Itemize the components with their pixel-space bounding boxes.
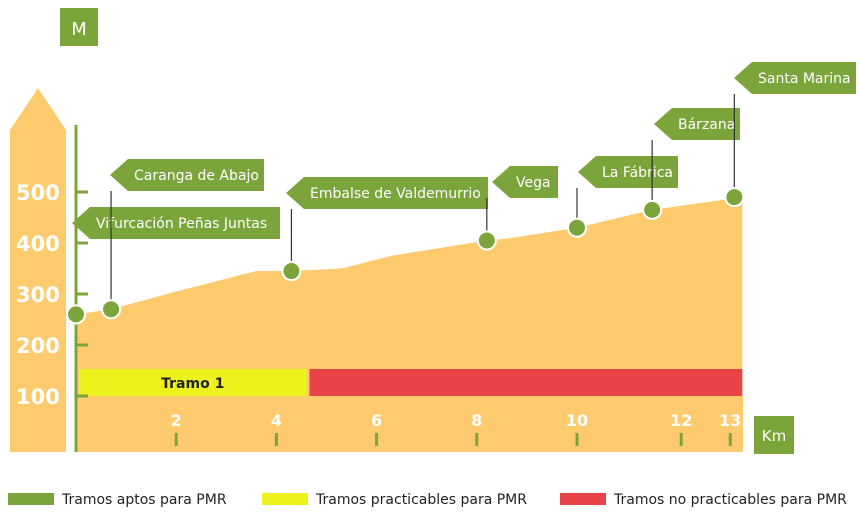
tramo-label: Tramo 1 <box>161 376 224 392</box>
callout-box <box>578 156 678 188</box>
y-unit-label: M <box>71 19 87 40</box>
y-tick-label: 100 <box>16 385 60 409</box>
x-tick-label: 4 <box>271 411 282 430</box>
waypoint-label: Caranga de Abajo <box>134 168 259 184</box>
x-tick-label: 6 <box>371 411 382 430</box>
legend-swatch <box>560 493 606 505</box>
y-unit-box <box>60 8 98 46</box>
x-unit-box <box>754 416 794 454</box>
tramo-bar <box>309 369 743 396</box>
x-tick-label: 10 <box>566 411 588 430</box>
callout-box <box>492 166 558 198</box>
waypoint-marker <box>66 304 86 325</box>
y-tick-label: 200 <box>16 334 60 358</box>
callout-box <box>72 207 280 239</box>
waypoint-label: Santa Marina <box>758 71 851 87</box>
legend-swatch <box>262 493 308 505</box>
x-tick-label: 13 <box>719 411 741 430</box>
waypoint-marker <box>567 217 587 238</box>
waypoint-marker <box>642 199 663 220</box>
callout-box <box>286 177 488 209</box>
y-tick-label: 500 <box>16 181 60 205</box>
waypoint-label: Embalse de Valdemurrio <box>310 186 481 202</box>
callout-box <box>110 159 264 191</box>
legend-swatch <box>8 493 54 505</box>
legend-label: Tramos practicables para PMR <box>315 492 527 508</box>
tramo-bar <box>79 369 307 396</box>
callout-box <box>654 108 740 140</box>
waypoint-label: Vega <box>516 175 551 191</box>
x-tick-label: 8 <box>471 411 482 430</box>
waypoint-marker <box>724 187 745 208</box>
y-axis-arrow <box>10 88 66 452</box>
callout-box <box>734 62 856 94</box>
x-unit-label: Km <box>762 427 786 445</box>
waypoint-marker <box>101 299 122 320</box>
waypoint-marker <box>476 230 497 251</box>
waypoint-label: La Fábrica <box>602 165 673 181</box>
x-tick-label: 2 <box>171 411 182 430</box>
waypoint-marker <box>281 261 302 282</box>
x-tick-label: 12 <box>670 411 692 430</box>
waypoint-label: Bárzana <box>678 117 735 133</box>
legend-label: Tramos no practicables para PMR <box>613 492 847 508</box>
waypoint-label: Vifurcación Peñas Juntas <box>96 216 267 232</box>
legend-label: Tramos aptos para PMR <box>61 492 227 508</box>
y-tick-label: 400 <box>16 232 60 256</box>
y-tick-label: 300 <box>16 283 60 307</box>
